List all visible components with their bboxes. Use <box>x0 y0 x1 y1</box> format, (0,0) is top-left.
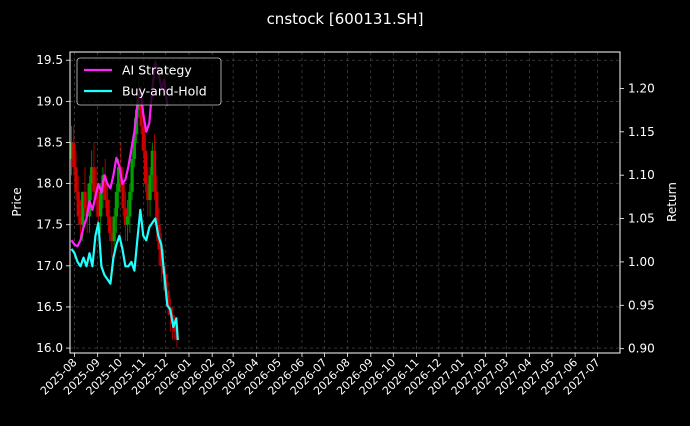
candle-body <box>159 249 163 266</box>
candle-body <box>146 183 150 201</box>
y-tick-label: 18.5 <box>36 135 63 149</box>
y2-tick-label: 0.90 <box>628 342 655 356</box>
y-tick-label: 16.0 <box>36 341 63 355</box>
y-axis-label: Price <box>10 187 24 216</box>
candle-body <box>148 175 152 201</box>
candle-body <box>114 191 118 217</box>
plot-frame <box>69 51 621 354</box>
candle-body <box>108 216 112 233</box>
candle-body <box>126 216 130 225</box>
candle-body <box>96 200 101 217</box>
candle-body <box>83 191 87 209</box>
y2-axis-label: Return <box>665 182 679 222</box>
y-tick-label: 17.5 <box>36 218 63 232</box>
candle-body <box>139 101 143 127</box>
y2-tick-label: 1.00 <box>628 255 655 269</box>
y-tick-label: 17.0 <box>36 259 63 273</box>
candle-body <box>112 216 116 242</box>
y2-tick-label: 0.95 <box>628 298 655 312</box>
candle-body <box>110 232 114 242</box>
candle-body <box>121 183 125 209</box>
candle-body <box>87 183 92 217</box>
candle-body <box>152 150 157 192</box>
y-tick-label: 18.0 <box>36 177 63 191</box>
y2-tick-label: 1.10 <box>628 168 655 182</box>
candle-body <box>99 191 103 217</box>
candle-body <box>143 150 148 184</box>
y2-tick-label: 1.20 <box>628 81 655 95</box>
y-tick-label: 19.5 <box>36 53 63 67</box>
legend: AI Strategy Buy-and-Hold <box>76 57 222 106</box>
candle-body <box>92 167 96 192</box>
y2-tick-label: 1.05 <box>628 212 655 226</box>
candle-body <box>173 323 177 332</box>
candle-body <box>132 134 136 159</box>
candle-body <box>105 200 110 217</box>
candle-body <box>117 167 121 192</box>
candle-body <box>137 101 141 110</box>
candle-body <box>90 167 94 184</box>
candle-body <box>103 175 107 201</box>
candle-body <box>128 191 132 217</box>
y-tick-label: 16.5 <box>36 300 63 314</box>
candle-body <box>76 191 80 217</box>
candle-body <box>74 167 78 192</box>
candle-body <box>123 208 127 225</box>
candle-body <box>69 142 74 159</box>
candle-body <box>166 290 170 307</box>
legend-label-ai-strategy: AI Strategy <box>122 63 192 78</box>
y-tick-label: 19.0 <box>36 94 63 108</box>
candle-body <box>141 126 145 151</box>
chart-title: cnstock [600131.SH] <box>267 10 424 28</box>
candle-body <box>81 191 85 225</box>
y2-tick-label: 1.15 <box>628 125 655 139</box>
candle-body <box>78 216 83 225</box>
buy-and-hold-line <box>70 208 179 341</box>
candle-body <box>155 191 159 225</box>
legend-label-buy-and-hold: Buy-and-Hold <box>122 84 207 99</box>
candle-body <box>72 142 76 168</box>
legend-box <box>76 57 222 106</box>
candle-body <box>130 158 134 192</box>
candle-body <box>150 150 154 176</box>
